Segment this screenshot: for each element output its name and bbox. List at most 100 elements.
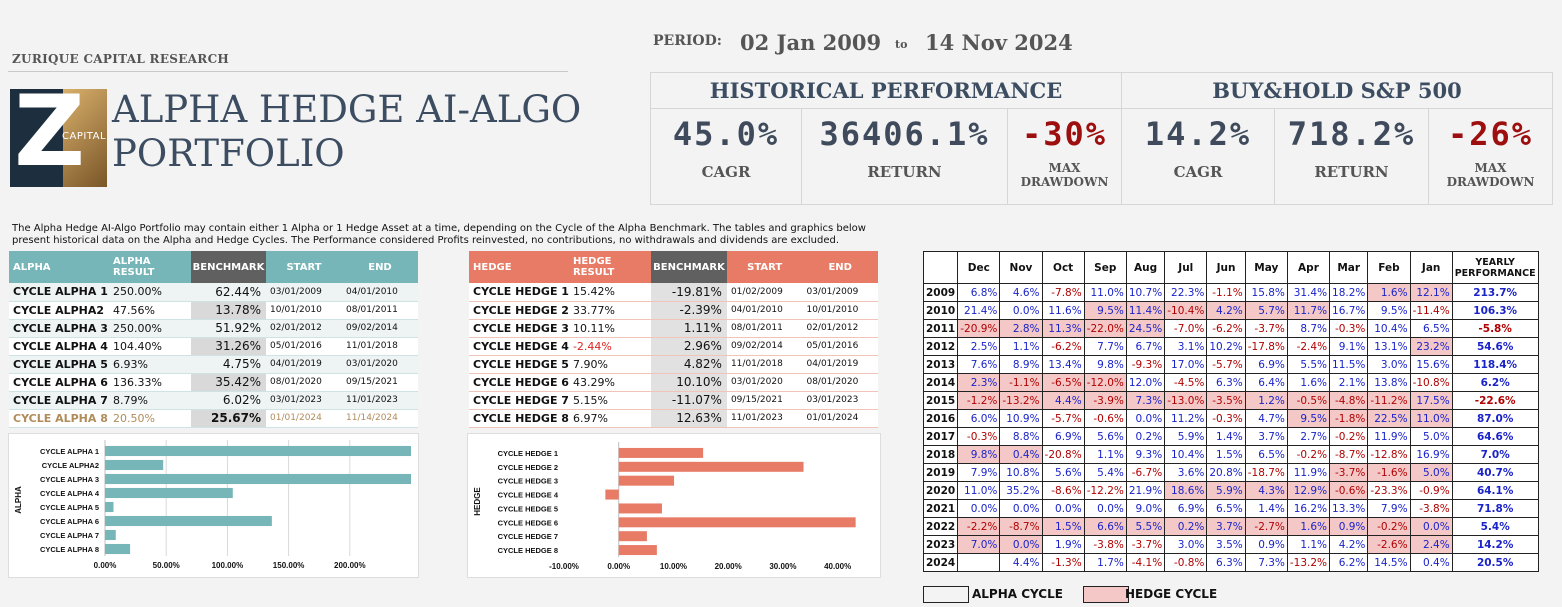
- alpha-chart: CYCLE ALPHA 1 CYCLE ALPHA2 CYCLE ALPHA 3 CY…: [8, 433, 419, 578]
- month-cell: 16.2%: [1286, 499, 1331, 518]
- month-cell: 3.0%: [1164, 535, 1208, 554]
- month-cell: -13.0%: [1164, 391, 1208, 410]
- month-cell: 7.9%: [1367, 499, 1411, 518]
- bar: [618, 531, 647, 542]
- hedge-benchmark-value: 4.82%: [651, 355, 727, 374]
- month-cell: 11.2%: [1164, 409, 1208, 428]
- month-cell: 1.1%: [1083, 445, 1127, 464]
- month-cell: 24.5%: [1125, 319, 1166, 338]
- hedge-benchmark-value: 2.96%: [651, 337, 727, 356]
- year-row: 2013 7.6% 8.9% 13.4% 9.8% -9.3% 17.0% -5.7% 6.9%…: [922, 355, 1539, 374]
- month-cell: 6.5%: [1206, 499, 1246, 518]
- hedge-end-date: 04/01/2019: [802, 355, 878, 374]
- alpha-start-date: 10/01/2010: [266, 301, 342, 320]
- month-header: Aug: [1125, 251, 1166, 284]
- month-cell: -3.8%: [1409, 499, 1453, 518]
- month-header: Jun: [1206, 251, 1246, 284]
- tick-label: 30.00%: [769, 562, 796, 571]
- month-cell: -1.8%: [1329, 409, 1369, 428]
- hist-drawdown-box: -30% MAX DRAWDOWN: [1007, 109, 1121, 204]
- category-label: CYCLE ALPHA 4: [40, 489, 100, 498]
- yearly-performance-cell: -5.8%: [1451, 319, 1539, 338]
- hedge-benchmark-value: -19.81%: [651, 283, 727, 302]
- month-cell: 13.3%: [1329, 499, 1369, 518]
- monthly-header-row: Dec Nov Oct Sep Aug Jul Jun May Apr Mar Feb Jan YEAR…: [922, 251, 1539, 284]
- alpha-row: CYCLE ALPHA 3 250.00% 51.92% 02/01/2012 09/0…: [9, 319, 418, 338]
- month-cell: 7.9%: [957, 463, 1001, 482]
- alpha-cycle-name: CYCLE ALPHA2: [9, 301, 109, 320]
- month-cell: -4.8%: [1329, 391, 1369, 410]
- month-cell: 0.4%: [999, 445, 1043, 464]
- hedge-start-date: 04/01/2010: [726, 301, 803, 320]
- period-start: 02 Jan 2009: [740, 30, 882, 55]
- month-cell: -8.7%: [999, 517, 1043, 536]
- month-cell: 1.5%: [1041, 517, 1085, 536]
- month-cell: 20.8%: [1206, 463, 1246, 482]
- month-cell: 4.2%: [1206, 301, 1246, 320]
- hedge-end-date: 01/01/2024: [802, 409, 878, 428]
- month-cell: 15.8%: [1244, 283, 1288, 302]
- hedge-cycles-table: HEDGE HEDGE RESULT BENCHMARK START END C…: [469, 251, 878, 428]
- month-cell: 1.6%: [1286, 517, 1331, 536]
- hedge-cycle-name: CYCLE HEDGE 4: [469, 337, 569, 356]
- month-cell: 0.0%: [957, 499, 1001, 518]
- month-cell: 2.4%: [1409, 535, 1453, 554]
- bar: [105, 501, 114, 513]
- alpha-col-header: END: [342, 251, 418, 283]
- month-cell: 3.7%: [1206, 517, 1246, 536]
- bh-drawdown-value: -26%: [1447, 115, 1534, 153]
- month-cell: 31.4%: [1286, 283, 1331, 302]
- logo-letter: Z: [14, 89, 86, 187]
- category-label: CYCLE ALPHA 3: [40, 475, 99, 484]
- hedge-cycle-name: CYCLE HEDGE 3: [469, 319, 569, 338]
- month-cell: 0.0%: [999, 499, 1043, 518]
- hedge-benchmark-value: -11.07%: [651, 391, 727, 410]
- month-cell: -0.2%: [1329, 427, 1369, 446]
- hist-drawdown-value: -30%: [1021, 115, 1108, 153]
- month-cell: -4.1%: [1125, 553, 1166, 572]
- month-cell: 4.2%: [1329, 535, 1369, 554]
- hedge-start-date: 09/02/2014: [726, 337, 803, 356]
- month-cell: 0.4%: [1409, 553, 1453, 572]
- month-header: Dec: [957, 251, 1001, 284]
- category-label: CYCLE HEDGE 7: [498, 532, 558, 541]
- divider: [8, 71, 568, 72]
- month-header: Nov: [999, 251, 1043, 284]
- firm-name: ZURIQUE CAPITAL RESEARCH: [12, 52, 230, 66]
- month-cell: 6.8%: [957, 283, 1001, 302]
- month-header: Sep: [1083, 251, 1127, 284]
- year-row: 2024 4.4% -1.3% 1.7% -4.1% -0.8% 6.3% 7.3% -13.2…: [922, 553, 1539, 572]
- hedge-start-date: 11/01/2023: [726, 409, 803, 428]
- alpha-cycle-name: CYCLE ALPHA 1: [9, 283, 109, 302]
- month-cell: -5.7%: [1041, 409, 1085, 428]
- hedge-cycle-result: 6.97%: [568, 409, 652, 428]
- category-label: CYCLE ALPHA 6: [40, 517, 99, 526]
- alpha-end-date: 11/01/2018: [342, 337, 418, 356]
- bh-drawdown-label-1: MAX: [1474, 161, 1507, 175]
- hedge-start-date: 03/01/2020: [726, 373, 803, 392]
- month-cell: 5.5%: [1286, 355, 1331, 374]
- month-cell: 4.6%: [999, 283, 1043, 302]
- tick-label: 0.00%: [607, 562, 630, 571]
- month-cell: -9.3%: [1125, 355, 1166, 374]
- month-cell: 2.7%: [1286, 427, 1331, 446]
- month-cell: 22.5%: [1367, 409, 1411, 428]
- bar: [618, 503, 662, 514]
- yearly-performance-cell: 14.2%: [1451, 535, 1539, 554]
- alpha-header-row: ALPHA ALPHA RESULT BENCHMARK START END: [9, 251, 418, 283]
- month-cell: -12.2%: [1083, 481, 1127, 500]
- month-header: Jan: [1409, 251, 1453, 284]
- hedge-end-date: 03/01/2009: [802, 283, 878, 302]
- month-cell: 9.1%: [1329, 337, 1369, 356]
- month-cell: 0.9%: [1329, 517, 1369, 536]
- month-cell: -0.2%: [1367, 517, 1411, 536]
- month-cell: -10.8%: [1409, 373, 1453, 392]
- alpha-cycle-result: 104.40%: [109, 337, 191, 356]
- period-to: to: [895, 38, 908, 51]
- alpha-col-header: ALPHA: [9, 251, 109, 283]
- bh-drawdown-box: -26% MAX DRAWDOWN: [1428, 109, 1552, 204]
- alpha-start-date: 02/01/2012: [266, 319, 342, 338]
- alpha-benchmark-value: 62.44%: [191, 283, 266, 302]
- bar: [105, 543, 131, 555]
- month-cell: -3.7%: [1244, 319, 1288, 338]
